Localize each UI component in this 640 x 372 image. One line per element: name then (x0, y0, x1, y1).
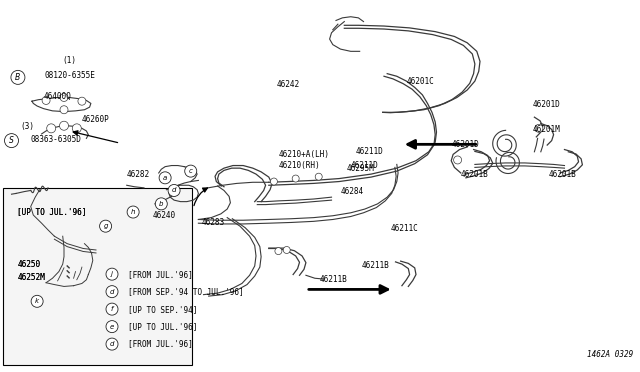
Text: 46282: 46282 (127, 170, 150, 179)
Text: 46250: 46250 (17, 260, 40, 269)
Text: 46211B: 46211B (362, 262, 389, 270)
Text: [FROM JUL.'96]: [FROM JUL.'96] (128, 270, 193, 279)
Text: 46201D: 46201D (532, 100, 560, 109)
Text: a: a (163, 175, 167, 181)
Text: B: B (15, 73, 20, 82)
Text: [FROM JUL.'96]: [FROM JUL.'96] (128, 340, 193, 349)
Circle shape (271, 178, 277, 185)
Circle shape (168, 185, 180, 196)
Text: f: f (111, 306, 113, 312)
Text: 1462A 0329: 1462A 0329 (588, 350, 634, 359)
Text: d: d (109, 341, 115, 347)
Circle shape (106, 303, 118, 315)
Text: 46284: 46284 (341, 187, 364, 196)
Text: 46252M: 46252M (17, 273, 45, 282)
Text: 46210+A(LH): 46210+A(LH) (278, 150, 329, 159)
Circle shape (100, 220, 111, 232)
Circle shape (106, 268, 118, 280)
Circle shape (60, 121, 68, 130)
Circle shape (106, 321, 118, 333)
Text: 46201M: 46201M (532, 125, 560, 134)
Circle shape (47, 124, 56, 133)
Circle shape (11, 70, 25, 84)
Text: c: c (189, 168, 193, 174)
Text: 46242: 46242 (276, 80, 300, 89)
Text: S: S (9, 136, 14, 145)
Circle shape (78, 97, 86, 105)
Text: [UP TO SEP.'94]: [UP TO SEP.'94] (128, 305, 197, 314)
Text: 08363-6305D: 08363-6305D (31, 135, 81, 144)
Text: 46260P: 46260P (82, 115, 109, 124)
Text: h: h (131, 209, 136, 215)
Text: 08120-6355E: 08120-6355E (45, 71, 95, 80)
Text: 46201B: 46201B (549, 170, 577, 179)
Bar (3, 188, 192, 365)
Circle shape (42, 96, 50, 105)
Text: 46211C: 46211C (390, 224, 418, 233)
Text: 46201B: 46201B (461, 170, 488, 179)
Text: (1): (1) (63, 56, 77, 65)
Text: [UP TO JUL.'96]: [UP TO JUL.'96] (17, 208, 86, 217)
Circle shape (106, 286, 118, 298)
Text: [UP TO JUL.'96]: [UP TO JUL.'96] (17, 208, 86, 217)
Circle shape (185, 165, 196, 177)
Circle shape (156, 198, 167, 210)
Text: 46250: 46250 (17, 260, 40, 269)
Circle shape (316, 173, 322, 180)
Text: 46201C: 46201C (406, 77, 434, 86)
Text: k: k (35, 298, 39, 304)
Text: 46400Q: 46400Q (44, 92, 71, 100)
Text: d: d (109, 289, 115, 295)
Circle shape (535, 124, 543, 132)
Text: (3): (3) (20, 122, 35, 131)
Circle shape (31, 295, 43, 307)
Text: 46252M: 46252M (17, 273, 45, 282)
Text: 46240: 46240 (152, 211, 175, 220)
Circle shape (4, 134, 19, 148)
Text: 46295M: 46295M (347, 164, 374, 173)
Circle shape (159, 172, 171, 184)
Circle shape (284, 247, 290, 253)
Circle shape (60, 106, 68, 114)
Text: 46211B: 46211B (320, 275, 348, 283)
Text: g: g (103, 223, 108, 229)
Text: 46283: 46283 (202, 218, 225, 227)
Circle shape (106, 338, 118, 350)
Text: d: d (172, 187, 177, 193)
Circle shape (60, 93, 68, 102)
Text: j: j (111, 271, 113, 277)
Circle shape (275, 248, 282, 254)
Circle shape (127, 206, 139, 218)
Circle shape (454, 156, 461, 164)
Text: [UP TO JUL.'96]: [UP TO JUL.'96] (128, 322, 197, 331)
Circle shape (292, 175, 299, 182)
Circle shape (72, 124, 81, 133)
Text: e: e (110, 324, 114, 330)
Text: 46211D: 46211D (355, 147, 383, 156)
Text: 46211D: 46211D (351, 161, 378, 170)
Text: 46201D: 46201D (452, 140, 479, 149)
Text: b: b (159, 201, 164, 207)
Text: 46210(RH): 46210(RH) (278, 161, 320, 170)
Text: [FROM SEP.'94 TO JUL.'96]: [FROM SEP.'94 TO JUL.'96] (128, 287, 244, 296)
